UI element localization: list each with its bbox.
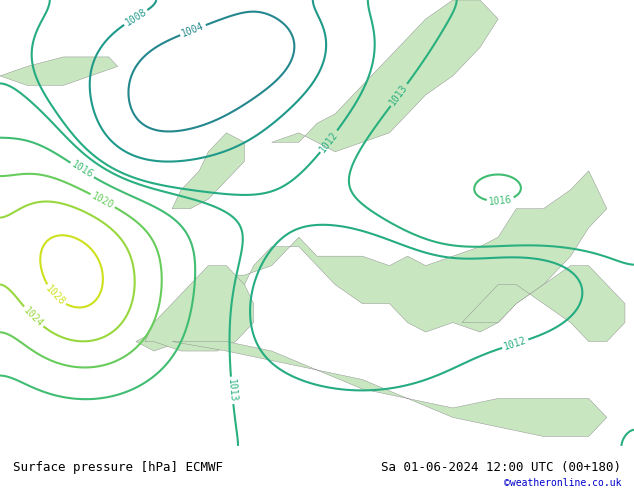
- Text: 1024: 1024: [22, 305, 45, 329]
- Text: 1012: 1012: [318, 129, 340, 154]
- Text: 1004: 1004: [180, 21, 205, 39]
- Text: ©weatheronline.co.uk: ©weatheronline.co.uk: [504, 478, 621, 488]
- Polygon shape: [0, 57, 118, 85]
- Text: 1012: 1012: [503, 335, 528, 352]
- Text: 1008: 1008: [123, 7, 148, 28]
- Text: 1013: 1013: [388, 82, 410, 107]
- Text: 1020: 1020: [90, 191, 115, 211]
- Polygon shape: [172, 133, 245, 209]
- Polygon shape: [172, 342, 607, 437]
- Text: Sa 01-06-2024 12:00 UTC (00+180): Sa 01-06-2024 12:00 UTC (00+180): [381, 462, 621, 474]
- Text: Surface pressure [hPa] ECMWF: Surface pressure [hPa] ECMWF: [13, 462, 223, 474]
- Text: 1016: 1016: [488, 195, 513, 207]
- Text: 1016: 1016: [70, 160, 94, 180]
- Polygon shape: [136, 171, 607, 351]
- Polygon shape: [462, 266, 625, 342]
- Text: 1028: 1028: [44, 284, 67, 307]
- Polygon shape: [145, 266, 254, 351]
- Text: 1013: 1013: [226, 378, 238, 402]
- Polygon shape: [272, 0, 498, 152]
